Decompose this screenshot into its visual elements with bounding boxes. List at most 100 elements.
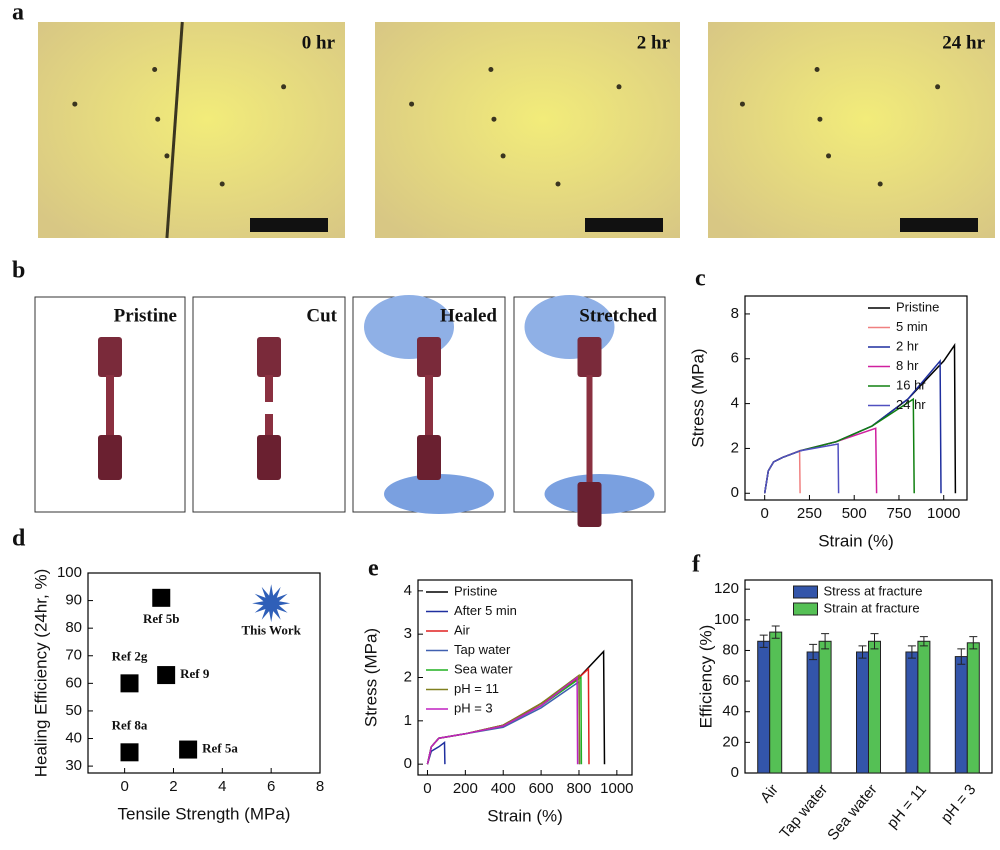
x-axis-label: Strain (%) [487, 806, 563, 825]
x-tick-label: 200 [453, 780, 478, 797]
legend-swatch [793, 585, 818, 599]
speck [491, 116, 497, 122]
y-tick-label: 8 [731, 305, 739, 322]
specimen-bottom [417, 435, 441, 480]
x-tick-label: 750 [886, 505, 911, 522]
x-axis-label: Strain (%) [818, 531, 894, 550]
legend-label: After 5 min [454, 603, 517, 618]
speck [281, 84, 287, 90]
y-tick-label: 1 [404, 712, 412, 729]
glove [384, 474, 494, 514]
series-line [426, 673, 581, 765]
x-tick-label: 600 [529, 780, 554, 797]
point-label: Ref 2g [112, 648, 148, 663]
legend-label: 24 hr [896, 397, 926, 412]
legend-label: Tap water [454, 642, 511, 657]
y-tick-label: 3 [404, 625, 412, 642]
speck [152, 67, 158, 73]
square-marker [120, 743, 139, 762]
y-tick-label: 2 [404, 668, 412, 685]
speck [488, 67, 494, 73]
specimen-top [257, 337, 281, 377]
legend-label: Pristine [454, 583, 497, 598]
speck [72, 101, 78, 107]
specimen-top [98, 337, 122, 377]
specimen-top [577, 337, 602, 377]
point-label: Ref 9 [180, 666, 210, 681]
x-tick-label: Sea water [824, 781, 880, 844]
point-label: Ref 5a [202, 741, 238, 756]
plot-frame [87, 572, 321, 774]
y-tick-label: 0 [731, 764, 739, 781]
specimen-bottom [577, 482, 602, 527]
x-tick-label: Air [757, 781, 782, 806]
x-tick-label: 1000 [600, 780, 633, 797]
y-axis-label: Stress (MPa) [361, 628, 380, 727]
y-tick-label: 90 [65, 592, 82, 609]
y-tick-label: 40 [722, 703, 739, 720]
bar [757, 640, 771, 774]
error-bar [821, 633, 830, 650]
speck [817, 116, 823, 122]
y-tick-label: 40 [65, 729, 82, 746]
bar [917, 640, 931, 774]
y-tick-label: 60 [722, 672, 739, 689]
panel-label: c [695, 266, 706, 292]
photo-caption: Stretched [579, 305, 657, 326]
scale-bar [900, 218, 978, 232]
photo-caption: Cut [306, 305, 337, 326]
bar [806, 651, 820, 774]
y-tick-label: 80 [722, 641, 739, 658]
y-tick-label: 100 [714, 611, 739, 628]
bar [868, 640, 881, 774]
photo-caption: 24 hr [942, 32, 985, 53]
point-label: Ref 8a [112, 717, 148, 732]
x-tick-label: 1000 [927, 505, 960, 522]
speck [935, 84, 941, 90]
error-bar [870, 633, 879, 650]
specimen-bottom [257, 435, 281, 480]
y-tick-label: 30 [65, 757, 82, 774]
legend-label: Strain at fracture [824, 600, 920, 615]
x-tick-label: 0 [120, 778, 128, 795]
crack [165, 21, 184, 239]
specimen-gauge [106, 375, 114, 437]
star-marker [252, 584, 291, 623]
square-marker [179, 740, 198, 759]
micrograph [38, 22, 345, 238]
bar [769, 631, 783, 774]
legend-label: 5 min [896, 319, 928, 334]
y-axis-label: Stress (MPa) [688, 348, 707, 447]
legend-label: 16 hr [896, 377, 926, 392]
x-tick-label: 500 [842, 505, 867, 522]
y-tick-label: 20 [722, 733, 739, 750]
series-line [763, 397, 915, 494]
error-bar [907, 645, 916, 659]
photo-caption: 2 hr [637, 32, 671, 53]
y-axis-label: Efficiency (%) [696, 625, 715, 729]
x-tick-label: 400 [491, 780, 516, 797]
x-tick-label: 0 [761, 505, 769, 522]
photo-caption: Healed [440, 305, 497, 326]
square-marker [157, 666, 176, 685]
legend-swatch [793, 602, 818, 616]
bar [818, 640, 832, 774]
speck [739, 101, 745, 107]
legend-label: Air [454, 622, 471, 637]
specimen-top [417, 337, 441, 377]
legend-label: 2 hr [896, 338, 919, 353]
micrograph [708, 22, 995, 238]
x-tick-label: 250 [797, 505, 822, 522]
series-line [426, 667, 590, 765]
x-tick-label: pH = 3 [938, 781, 980, 826]
series-line [763, 427, 878, 494]
error-bar [759, 634, 768, 648]
scale-bar [585, 218, 663, 232]
x-tick-label: 4 [218, 778, 226, 795]
speck [219, 181, 225, 187]
panel-label: d [12, 526, 26, 552]
x-tick-label: 6 [267, 778, 275, 795]
bar [954, 656, 968, 774]
specimen-gauge [425, 375, 433, 437]
